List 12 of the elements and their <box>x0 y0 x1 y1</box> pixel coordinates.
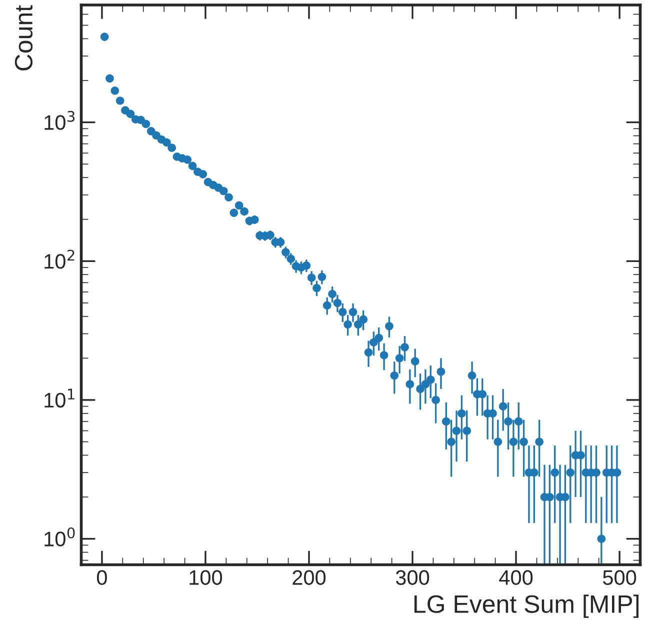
x-tick-label: 300 <box>396 570 430 585</box>
x-tick-label: 100 <box>190 570 222 585</box>
x-tick-label: 200 <box>292 570 326 585</box>
x-tick-label: 400 <box>499 570 533 585</box>
x-tick-label: 500 <box>603 570 636 585</box>
y-axis-title: Count <box>14 5 33 70</box>
y-tick-label: 10$^{2}$ <box>44 250 74 269</box>
y-tick-label: 10$^{0}$ <box>44 527 75 546</box>
y-tick-label: 10$^{1}$ <box>44 388 74 408</box>
y-tick-label: 10$^{3}$ <box>44 110 75 130</box>
x-tick-label: 0 <box>96 570 107 585</box>
x-axis-title: LG Event Sum [MIP] <box>414 594 638 618</box>
